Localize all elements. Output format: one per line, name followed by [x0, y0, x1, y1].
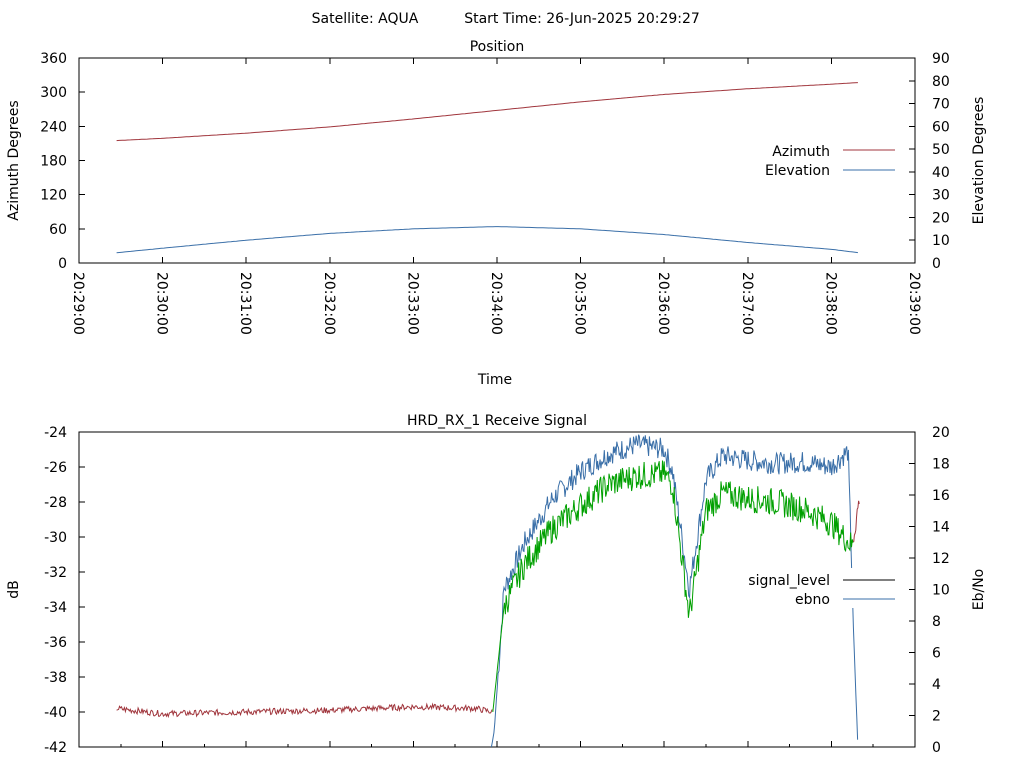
db-tick-label: -34 — [44, 600, 67, 616]
ebno-tick-label: 8 — [932, 614, 941, 630]
db-tick-label: -40 — [44, 705, 67, 721]
legend-elevation-label: Elevation — [765, 163, 830, 179]
elevation-tick-label: 30 — [932, 188, 950, 204]
legend-azimuth-label: Azimuth — [772, 144, 830, 160]
ebno-tick-label: 6 — [932, 646, 941, 662]
time-tick-label: 20:29:00 — [70, 272, 86, 335]
ebno-axis-label: Eb/No — [971, 569, 987, 611]
azimuth-tick-label: 240 — [40, 119, 67, 135]
time-tick-label: 20:30:00 — [154, 272, 170, 335]
time-tick-label: 20:33:00 — [404, 272, 420, 335]
azimuth-tick-label: 300 — [40, 85, 67, 101]
elevation-series-line — [116, 226, 858, 254]
db-tick-label: -36 — [44, 635, 67, 651]
azimuth-series-line — [116, 82, 858, 142]
satellite-label: Satellite: AQUA — [312, 11, 419, 27]
ebno-tick-label: 16 — [932, 488, 950, 504]
elevation-tick-label: 0 — [932, 256, 941, 272]
azimuth-axis-label: Azimuth Degrees — [6, 100, 22, 220]
elevation-tick-label: 60 — [932, 119, 950, 135]
elevation-axis-label: Elevation Degrees — [971, 97, 987, 225]
legend-signal-level-label: signal_level — [748, 573, 830, 589]
position-plot-border — [78, 57, 916, 264]
elevation-tick-label: 10 — [932, 233, 950, 249]
ebno-tick-label: 20 — [932, 425, 950, 441]
azimuth-tick-label: 120 — [40, 188, 67, 204]
elevation-tick-label: 80 — [932, 74, 950, 90]
ebno-tick-label: 18 — [932, 457, 950, 473]
start-time-label: Start Time: 26-Jun-2025 20:29:27 — [464, 11, 700, 27]
ebno-tick-label: 10 — [932, 583, 950, 599]
time-axis-label: Time — [477, 372, 512, 388]
elevation-tick-label: 20 — [932, 210, 950, 226]
elevation-tick-label: 90 — [932, 51, 950, 67]
signal-level-line-tail — [853, 500, 860, 543]
signal-level-line-precapture — [116, 702, 493, 719]
signal-title: HRD_RX_1 Receive Signal — [407, 413, 587, 429]
db-tick-label: -38 — [44, 670, 67, 686]
time-tick-label: 20:36:00 — [655, 272, 671, 335]
ebno-tick-label: 14 — [932, 520, 950, 536]
db-axis-label: dB — [6, 580, 22, 599]
ebno-tick-label: 0 — [932, 740, 941, 756]
time-tick-label: 20:38:00 — [822, 272, 838, 335]
time-tick-label: 20:34:00 — [488, 272, 504, 335]
db-tick-label: -42 — [44, 740, 67, 756]
time-tick-label: 20:31:00 — [237, 272, 253, 335]
elevation-tick-label: 70 — [932, 97, 950, 113]
azimuth-tick-label: 180 — [40, 154, 67, 170]
ebno-tick-label: 4 — [932, 677, 941, 693]
azimuth-tick-label: 60 — [49, 222, 67, 238]
db-tick-label: -30 — [44, 530, 67, 546]
legend-background — [735, 568, 897, 608]
elevation-tick-label: 50 — [932, 142, 950, 158]
elevation-tick-label: 40 — [932, 165, 950, 181]
time-tick-label: 20:37:00 — [739, 272, 755, 335]
signal-level-line-acquired — [492, 460, 854, 713]
time-tick-label: 20:35:00 — [572, 272, 588, 335]
time-tick-label: 20:32:00 — [321, 272, 337, 335]
ebno-tick-label: 2 — [932, 709, 941, 725]
db-tick-label: -26 — [44, 460, 67, 476]
legend-ebno-label: ebno — [795, 592, 830, 608]
azimuth-tick-label: 360 — [40, 51, 67, 67]
db-tick-label: -32 — [44, 565, 67, 581]
receive-signal-chart: HRD_RX_1 Receive Signal -42 -40 -38 -36 -34 -3… — [6, 413, 987, 756]
ebno-tick-label: 12 — [932, 551, 950, 567]
db-tick-label: -24 — [44, 425, 67, 441]
time-tick-label: 20:39:00 — [906, 272, 922, 335]
azimuth-tick-label: 0 — [58, 256, 67, 272]
position-title: Position — [470, 39, 525, 55]
position-chart: Position 0 60 120 180 240 300 360 0 10 20 30 40 50 60 7… — [6, 39, 987, 388]
db-tick-label: -28 — [44, 495, 67, 511]
